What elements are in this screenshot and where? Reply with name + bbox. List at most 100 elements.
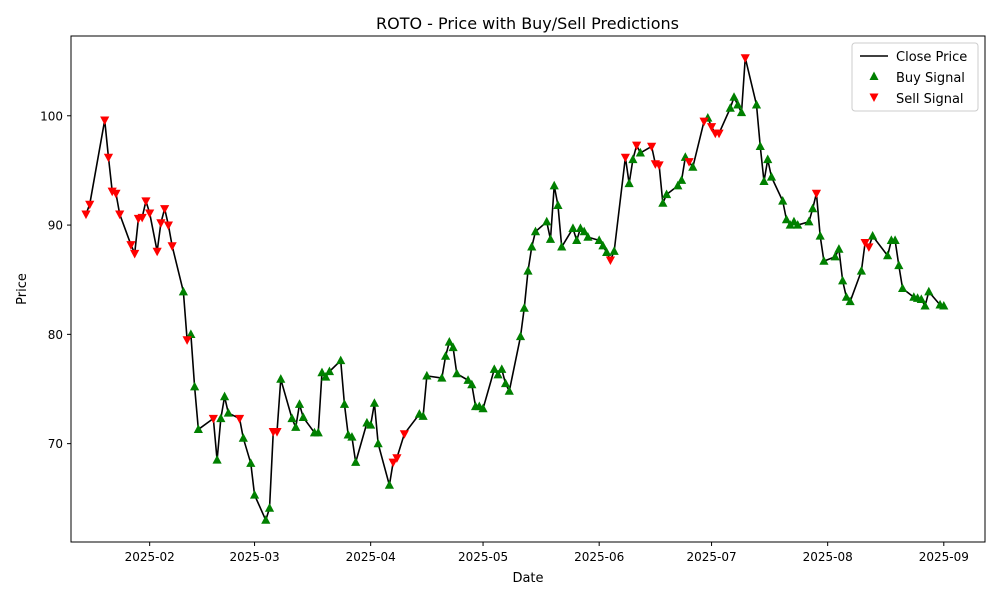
buy-signal-marker xyxy=(294,399,305,408)
buy-signal-marker xyxy=(530,226,541,236)
buy-signal-marker xyxy=(527,241,537,251)
buy-signal-marker xyxy=(223,408,233,417)
sell-signal-marker xyxy=(85,200,95,210)
chart-title: ROTO - Price with Buy/Sell Predictions xyxy=(376,14,679,33)
sell-signal-marker xyxy=(208,414,218,424)
x-tick-label: 2025-07 xyxy=(686,550,736,564)
buy-signal-marker xyxy=(661,189,672,199)
buy-signal-marker xyxy=(838,275,848,285)
buy-signal-marker xyxy=(249,490,260,499)
buy-signal-marker xyxy=(351,457,361,466)
buy-signal-marker xyxy=(422,370,432,380)
buy-signal-marker xyxy=(276,374,286,383)
sell-signal-marker xyxy=(647,142,657,152)
buy-signal-marker xyxy=(440,351,451,360)
x-tick-label: 2025-09 xyxy=(919,550,969,564)
buy-signal-marker xyxy=(736,107,747,117)
buy-signal-marker xyxy=(781,214,792,224)
buy-signal-marker xyxy=(609,246,619,255)
sell-signal-marker xyxy=(126,241,136,250)
buy-signal-marker xyxy=(834,244,844,253)
sell-signal-marker xyxy=(163,221,173,231)
buy-signal-marker xyxy=(924,286,934,296)
sell-signal-marker xyxy=(399,430,409,439)
buy-signal-marker xyxy=(384,480,395,489)
buy-signal-marker xyxy=(920,300,930,310)
buy-signal-marker xyxy=(452,368,462,378)
sell-signal-markers xyxy=(81,54,874,468)
buy-signal-marker xyxy=(763,154,773,164)
buy-signal-marker xyxy=(793,220,803,229)
sell-signal-marker xyxy=(632,141,642,151)
x-tick-label: 2025-05 xyxy=(458,550,508,564)
buy-signal-marker xyxy=(856,265,866,275)
y-tick-label: 100 xyxy=(40,109,63,123)
legend-sell-swatch xyxy=(869,93,879,102)
buy-signal-marker xyxy=(219,391,230,401)
buy-signal-marker xyxy=(572,235,582,244)
buy-signal-marker xyxy=(519,303,529,312)
buy-signal-marker xyxy=(504,386,514,395)
buy-signal-marker xyxy=(841,292,852,301)
sell-signal-marker xyxy=(234,414,245,424)
buy-signal-marker xyxy=(497,364,507,373)
buy-signal-marker xyxy=(489,364,499,373)
buy-signal-markers xyxy=(178,92,949,524)
buy-signal-marker xyxy=(418,411,428,420)
sell-signal-marker xyxy=(160,205,170,214)
sell-signal-marker xyxy=(605,256,616,266)
x-tick-label: 2025-08 xyxy=(803,550,853,564)
sell-signal-marker xyxy=(115,210,125,220)
sell-signal-marker xyxy=(182,336,192,345)
x-tick-label: 2025-04 xyxy=(346,550,396,564)
buy-signal-marker xyxy=(186,329,196,338)
sell-signal-marker xyxy=(388,458,398,468)
sell-signal-marker xyxy=(100,116,110,126)
y-axis: 70 80 90 100 xyxy=(40,109,71,451)
legend-box xyxy=(851,42,979,112)
buy-signal-marker xyxy=(845,296,855,306)
sell-signal-marker xyxy=(111,189,121,199)
buy-signal-marker xyxy=(628,154,638,164)
buy-signal-marker xyxy=(366,420,376,429)
sell-signal-marker xyxy=(137,213,147,223)
legend: Close Price Buy Signal Sell Signal xyxy=(851,42,979,112)
x-tick-label: 2025-03 xyxy=(229,550,279,564)
sell-signal-marker xyxy=(167,242,177,251)
buy-signal-marker xyxy=(579,226,589,236)
buy-signal-marker xyxy=(549,180,559,190)
buy-signal-marker xyxy=(500,378,511,388)
x-tick-label: 2025-02 xyxy=(125,550,175,564)
buy-signal-marker xyxy=(759,176,769,185)
buy-signal-marker xyxy=(190,381,200,391)
buy-signal-marker xyxy=(729,92,739,101)
buy-signal-marker xyxy=(369,398,380,407)
sell-signal-marker xyxy=(620,153,630,163)
x-tick-label: 2025-06 xyxy=(574,550,624,564)
buy-signal-marker xyxy=(583,232,593,241)
buy-signal-marker xyxy=(557,241,567,251)
buy-signal-marker xyxy=(815,230,825,240)
legend-buy-swatch xyxy=(869,71,879,80)
buy-signal-marker xyxy=(635,147,645,157)
buy-signal-marker xyxy=(676,175,687,184)
buy-signal-marker xyxy=(916,294,926,303)
sell-signal-marker xyxy=(684,158,694,167)
buy-signal-marker xyxy=(766,171,777,181)
buy-signal-marker xyxy=(444,337,454,346)
buy-signal-marker xyxy=(321,371,331,381)
buy-signal-marker xyxy=(939,300,949,310)
buy-signal-marker xyxy=(212,455,222,464)
sell-signal-marker xyxy=(130,249,140,259)
buy-signal-marker xyxy=(598,240,608,250)
sell-signal-marker xyxy=(272,428,282,437)
sell-signal-marker xyxy=(152,247,162,257)
buy-signal-marker xyxy=(437,373,447,382)
buy-signal-marker xyxy=(324,366,335,376)
legend-sell-label: Sell Signal xyxy=(896,92,964,107)
sell-signal-marker xyxy=(145,209,155,219)
legend-buy-label: Buy Signal xyxy=(896,71,965,86)
sell-signal-marker xyxy=(864,243,874,252)
